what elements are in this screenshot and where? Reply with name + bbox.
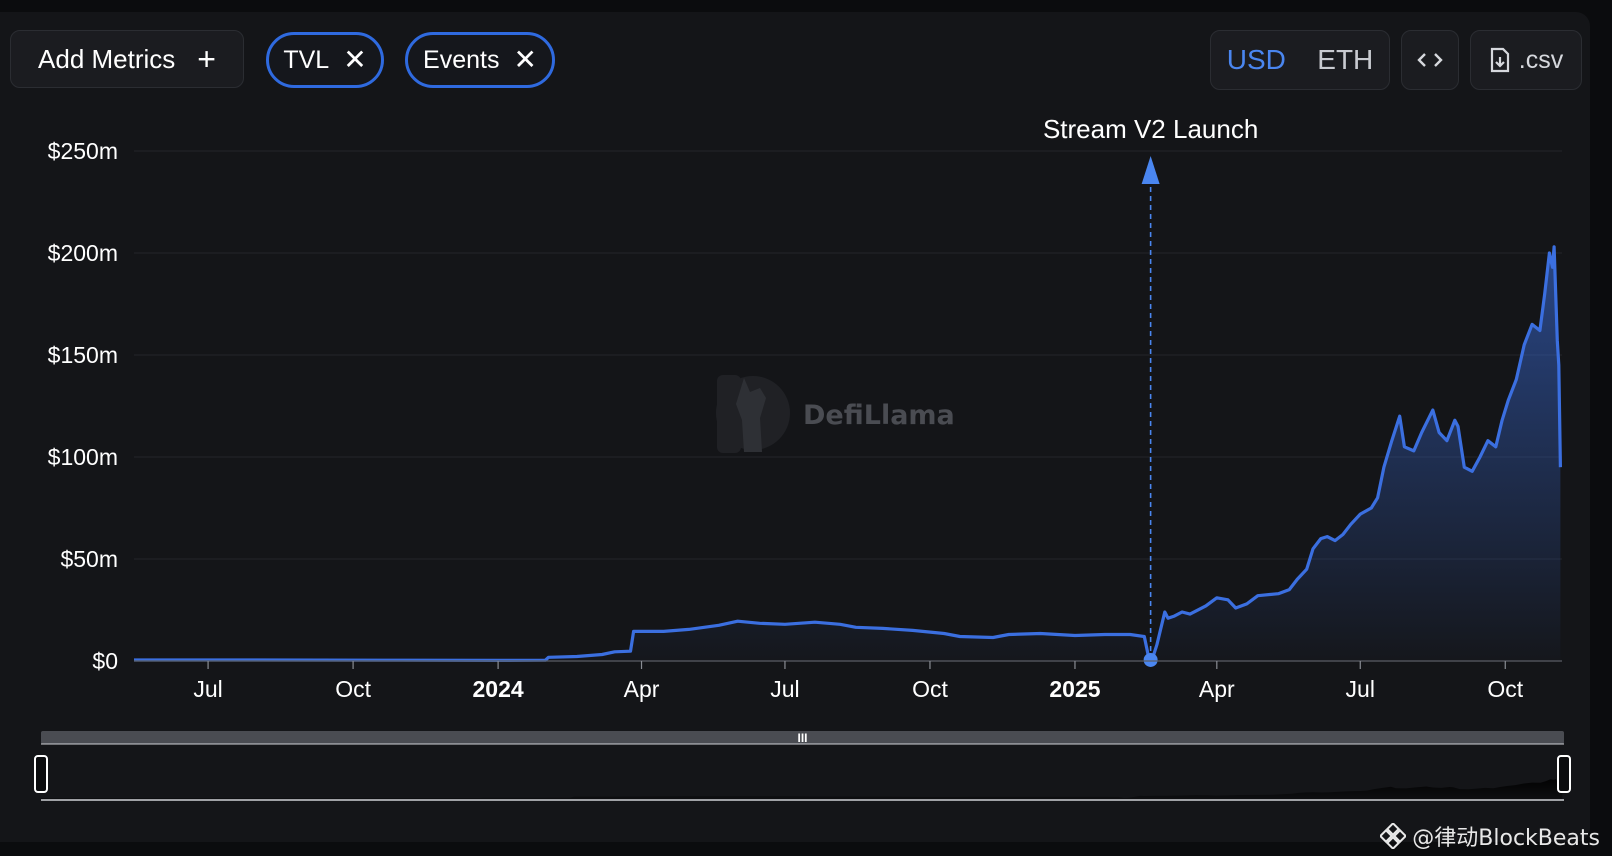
watermark-text: DefiLlama — [803, 400, 955, 431]
event-marker-dot[interactable] — [1143, 652, 1158, 667]
y-tick-label: $100m — [48, 444, 118, 470]
y-tick-label: $0 — [92, 648, 118, 674]
navigator-right-handle[interactable] — [1557, 755, 1571, 793]
close-icon[interactable]: ✕ — [513, 44, 537, 75]
llama-logo-icon — [716, 375, 790, 453]
credit-text: @律动BlockBeats — [1412, 826, 1600, 851]
currency-usd-option[interactable]: USD — [1226, 44, 1286, 75]
chip-events-label: Events — [423, 45, 500, 74]
x-tick-label: Jul — [1346, 676, 1375, 702]
x-tick-label: Jul — [193, 676, 222, 702]
currency-eth-option[interactable]: ETH — [1317, 44, 1374, 75]
x-tick-label: Oct — [1487, 676, 1523, 702]
x-tick-label: Apr — [1199, 676, 1235, 702]
binance-diamond-icon — [1380, 823, 1407, 849]
y-tick-label: $150m — [48, 342, 118, 368]
add-metrics-button[interactable]: Add Metrics + — [10, 30, 244, 88]
x-tick-label: 2024 — [473, 676, 524, 702]
tvl-area — [134, 246, 1561, 661]
chip-events[interactable]: Events ✕ — [405, 32, 555, 88]
csv-download-button[interactable]: .csv — [1470, 30, 1582, 90]
add-metrics-label: Add Metrics — [38, 43, 176, 74]
x-tick-label: Jul — [770, 676, 799, 702]
tvl-line — [134, 245, 1562, 662]
event-label: Stream V2 Launch — [1043, 114, 1258, 144]
navigator-grip-icon[interactable]: III — [797, 731, 807, 745]
navigator-scrollbar[interactable] — [41, 731, 1564, 744]
credit-label: @律动BlockBeats — [1380, 820, 1600, 852]
chip-tvl-label: TVL — [283, 45, 330, 74]
y-tick-label: $250m — [48, 138, 118, 164]
chart-panel — [0, 12, 1590, 842]
y-tick-label: $50m — [60, 546, 118, 572]
close-icon[interactable]: ✕ — [343, 44, 367, 75]
navigator-series — [41, 779, 1563, 800]
event-marker-arrow — [1141, 156, 1160, 184]
chip-tvl[interactable]: TVL ✕ — [266, 32, 384, 88]
csv-label: .csv — [1518, 45, 1564, 74]
x-tick-label: Oct — [912, 676, 948, 702]
navigator-track — [41, 744, 1564, 800]
x-tick-label: Oct — [335, 676, 371, 702]
plus-icon: + — [197, 41, 216, 77]
currency-toggle: USD ETH — [1210, 30, 1390, 90]
file-download-icon — [1490, 47, 1509, 73]
code-icon — [1417, 53, 1443, 67]
x-tick-label: 2025 — [1049, 676, 1100, 702]
y-tick-label: $200m — [48, 240, 118, 266]
x-tick-label: Apr — [624, 676, 660, 702]
embed-button[interactable] — [1401, 30, 1459, 90]
navigator-left-handle[interactable] — [34, 755, 48, 793]
